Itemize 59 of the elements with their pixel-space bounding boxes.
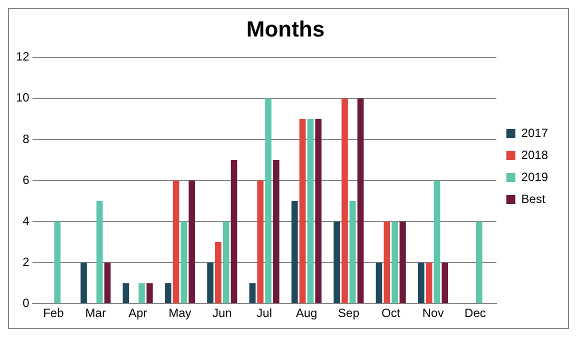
x-tick-label: Jun [212,306,232,320]
bar [104,262,111,304]
chart-title: Months [246,16,325,42]
bar [188,180,195,304]
x-tick-label: Aug [296,306,318,320]
x-tick-label: Dec [464,306,486,320]
y-tick-label: 2 [22,254,30,269]
bar [357,98,364,304]
x-tick-label: Jul [256,306,272,320]
bar [384,222,390,304]
bar [442,262,448,304]
bar [349,201,356,304]
bar [215,242,222,304]
bar [80,262,87,304]
bar [249,283,256,304]
bar [434,180,440,304]
bar [164,283,172,304]
bar [418,262,424,304]
bar [342,98,348,304]
x-tick-label: Mar [85,306,106,320]
y-tick-label: 12 [16,50,30,64]
x-tick-label: Sep [338,306,360,320]
bar [334,222,340,304]
bar [315,118,322,304]
bar [222,222,230,304]
y-tick-label: 0 [22,296,30,310]
bar [376,262,382,304]
bar [172,180,180,304]
bar [476,222,482,304]
x-tick-label: Nov [422,306,444,320]
bar [291,201,298,304]
bar [307,118,314,304]
bar [146,283,153,304]
bar [180,222,188,304]
legend-label: 2018 [521,148,548,162]
y-tick-label: 8 [22,132,30,146]
bar [207,262,214,304]
bar [122,283,130,304]
bar [257,180,264,304]
bar [392,222,398,304]
x-tick-label: Oct [382,306,401,320]
x-tick-label: May [168,306,192,320]
legend-label: 2019 [521,170,548,184]
bar [96,201,103,304]
y-tick-label: 6 [22,172,30,187]
y-tick-label: 10 [16,90,30,105]
bar [54,222,61,304]
bar [230,160,238,304]
bar [400,222,406,304]
bar [138,283,145,304]
legend-label: 2017 [521,126,548,140]
x-tick-label: Apr [128,306,148,320]
bar [265,98,272,304]
bar [273,160,280,304]
y-tick-label: 4 [22,214,30,228]
bar [299,118,306,304]
bar [426,262,432,304]
legend-label: Best [521,192,546,206]
x-tick-label: Feb [43,306,64,320]
